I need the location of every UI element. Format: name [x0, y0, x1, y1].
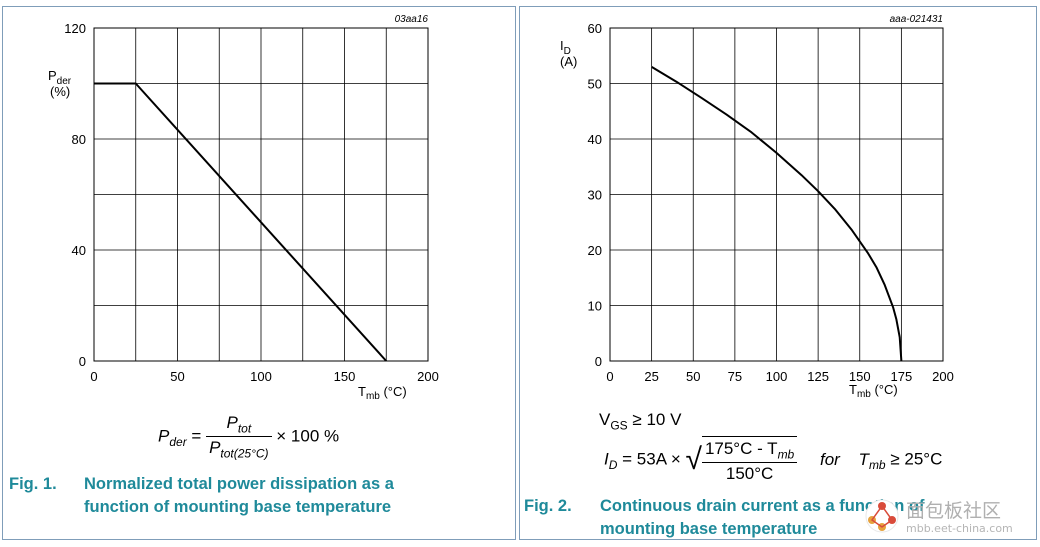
figure-panel-1 — [2, 6, 516, 540]
x-tick-label: 0 — [90, 369, 97, 384]
sqrt-sign: √ — [685, 443, 702, 477]
fig1-fraction: Ptot Ptot(25°C) — [206, 413, 272, 461]
y-axis-label: ID — [560, 38, 571, 57]
watermark: 面包板社区 mbb.eet-china.com — [860, 494, 1035, 542]
fig1-formula: Pder = Ptot Ptot(25°C) × 100 % — [158, 413, 340, 461]
y-tick-label: 10 — [588, 299, 602, 314]
plot-frame — [609, 27, 944, 362]
x-tick-label: 150 — [334, 369, 356, 384]
x-tick-label: 200 — [932, 369, 954, 384]
y-axis-unit: (%) — [50, 84, 70, 99]
fig2-fraction: 175°C - Tmb 150°C — [701, 436, 798, 484]
x-tick-label: 200 — [417, 369, 439, 384]
watermark-title: 面包板社区 — [906, 500, 1002, 522]
x-tick-label: 50 — [170, 369, 184, 384]
x-tick-label: 75 — [728, 369, 742, 384]
x-tick-label: 25 — [644, 369, 658, 384]
x-axis-label: Tmb (°C) — [358, 384, 407, 402]
y-tick-label: 0 — [595, 354, 602, 369]
y-axis-unit: (A) — [560, 54, 577, 69]
y-axis-label: Pder — [48, 68, 72, 87]
x-tick-label: 100 — [250, 369, 272, 384]
x-tick-label: 0 — [606, 369, 613, 384]
y-tick-label: 30 — [588, 188, 602, 203]
fig2-condition: VGS ≥ 10 V — [599, 410, 682, 433]
x-tick-label: 50 — [686, 369, 700, 384]
x-tick-label: 175 — [891, 369, 913, 384]
y-tick-label: 40 — [588, 132, 602, 147]
fig1-caption: Fig. 1. Normalized total power dissipatio… — [9, 475, 394, 516]
chart-code-label: 03aa16 — [395, 14, 429, 25]
x-tick-label: 150 — [849, 369, 871, 384]
y-tick-label: 80 — [72, 132, 86, 147]
chart-code-label: aaa-021431 — [890, 14, 943, 25]
y-tick-label: 50 — [588, 77, 602, 92]
figure-panel-2 — [519, 6, 1037, 540]
series-line — [94, 82, 387, 362]
x-tick-label: 125 — [807, 369, 829, 384]
series-line — [651, 65, 903, 362]
plot-frame — [93, 27, 429, 362]
x-tick-label: 100 — [766, 369, 788, 384]
y-tick-label: 40 — [72, 243, 86, 258]
fig2-formula: ID = 53A × √ 175°C - Tmb 150°C for Tmb ≥… — [604, 436, 942, 484]
fig2-caption: Fig. 2. Continuous drain current as a fun… — [524, 497, 925, 538]
watermark-logo-icon — [865, 499, 899, 533]
y-tick-label: 20 — [588, 243, 602, 258]
y-tick-label: 0 — [79, 354, 86, 369]
y-tick-label: 60 — [588, 21, 602, 36]
watermark-url: mbb.eet-china.com — [906, 522, 1013, 535]
x-axis-label: Tmb (°C) — [849, 382, 898, 400]
y-tick-label: 120 — [64, 21, 86, 36]
